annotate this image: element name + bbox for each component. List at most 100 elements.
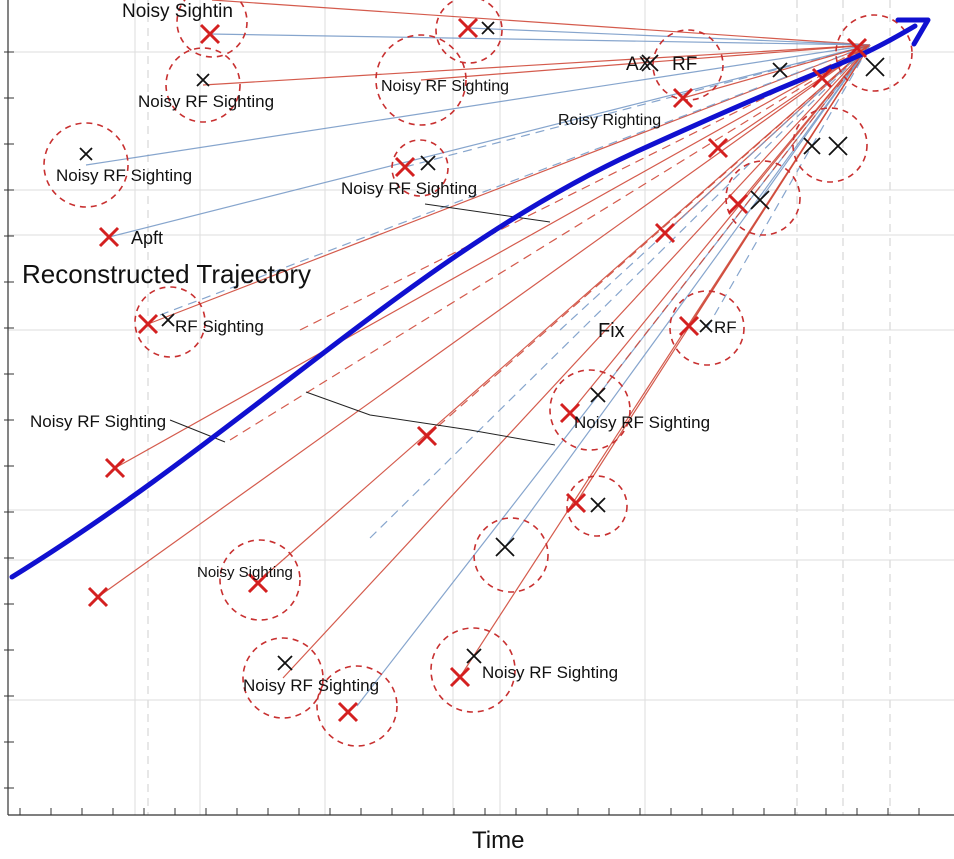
black-x-icon — [803, 137, 821, 155]
black-x-icon — [196, 73, 210, 87]
sighting-label: Noisy Sighting — [197, 564, 293, 581]
ray-line — [468, 27, 871, 46]
arrowhead-icon — [895, 17, 931, 47]
red-x-icon — [87, 586, 109, 608]
uncertainty-circle — [566, 475, 628, 537]
sighting-label: Noisy RF Sighting — [138, 92, 274, 111]
ray-line — [282, 44, 871, 679]
sighting-label: Noisy RF Sighting — [243, 676, 379, 695]
ray-line — [202, 44, 871, 86]
leader-line — [424, 203, 551, 223]
sighting-label: Fix — [598, 320, 625, 342]
ray-line — [404, 44, 871, 168]
black-x-icon — [161, 313, 175, 327]
sighting-label: Roisy Righting — [558, 112, 661, 129]
uncertainty-circle — [134, 286, 206, 358]
leader-line — [305, 391, 556, 446]
ray-line — [759, 44, 871, 201]
trajectory-label: Reconstructed Trajectory — [22, 259, 311, 289]
sighting-label: RF Sighting — [175, 317, 264, 336]
ray-line — [688, 44, 871, 327]
sighting-label: Apft — [131, 228, 163, 248]
red-x-icon — [337, 701, 359, 723]
red-x-icon — [449, 666, 471, 688]
uncertainty-circle — [43, 122, 129, 208]
uncertainty-circle — [242, 637, 324, 719]
rays — [85, 0, 871, 707]
ray-line — [108, 44, 871, 238]
black-x-icon — [466, 648, 482, 664]
red-x-icon — [565, 492, 587, 514]
ray-line — [259, 44, 871, 581]
black-x-icon — [865, 57, 885, 77]
ray-line — [229, 44, 871, 441]
black-x-icon — [495, 537, 515, 557]
uncertainty-circle — [792, 107, 868, 183]
ray-line — [97, 44, 871, 598]
black-x-icon — [699, 319, 713, 333]
ray-line — [706, 44, 871, 329]
ray-line — [664, 44, 871, 234]
sighting-label: Noisy RF Sighting — [381, 78, 509, 95]
uncertainty-circle — [835, 14, 913, 92]
red-x-icon — [672, 87, 694, 109]
uncertainty-circle — [435, 0, 503, 64]
black-x-icon — [828, 136, 848, 156]
black-x-icon — [590, 387, 606, 403]
red-x-icon — [727, 193, 749, 215]
black-x-icon — [772, 62, 788, 78]
labels: Noisy Sightin Noisy RF Sighting Noisy RF S… — [30, 1, 737, 695]
sighting-label: Noisy RF Sighting — [574, 413, 710, 432]
uncertainty-circle — [669, 290, 745, 366]
uncertainty-circle — [391, 139, 449, 197]
uncertainty-circle — [316, 665, 398, 747]
black-x-icon — [641, 54, 659, 72]
uncertainty-circle — [473, 517, 549, 593]
red-x-icon — [104, 457, 126, 479]
black-x-icon — [277, 655, 293, 671]
x-axis-label: Time — [472, 827, 524, 854]
sighting-label: Noisy Sightin — [122, 1, 233, 22]
black-x-icon — [79, 147, 93, 161]
ray-line — [559, 44, 871, 331]
uncertainty-circle — [176, 0, 248, 58]
ray-line — [114, 44, 871, 469]
red-x-icon — [811, 67, 833, 89]
sighting-label: Noisy RF Sighting — [482, 663, 618, 682]
ray-line — [426, 44, 871, 437]
reconstructed-trajectory — [9, 17, 931, 580]
black-x-icon — [590, 497, 606, 513]
uncertainty-circle — [430, 627, 516, 713]
uncertainty-circle — [652, 29, 724, 101]
trajectory-path — [9, 23, 918, 580]
red-x-icon — [416, 425, 438, 447]
grid — [8, 0, 954, 815]
ray-line — [85, 44, 871, 166]
ray-line — [737, 44, 871, 205]
red-x-icon — [654, 222, 676, 244]
uncertainty-circle — [375, 34, 467, 126]
ray-line — [369, 44, 871, 539]
red-x-icon — [137, 313, 159, 335]
red-x-icon — [247, 572, 269, 594]
red-x-icon — [394, 156, 416, 178]
markers — [79, 17, 885, 723]
uncertainty-circles — [43, 0, 913, 747]
black-x-icon — [750, 190, 770, 210]
sighting-label: RF — [714, 318, 737, 337]
black-x-icon — [420, 155, 436, 171]
sighting-label: Noisy RF Sighting — [30, 412, 166, 431]
sighting-label: Noisy RF Sighting — [341, 179, 477, 198]
red-x-icon — [678, 315, 700, 337]
axes — [4, 0, 954, 816]
red-x-icon — [98, 226, 120, 248]
ray-line — [420, 44, 871, 81]
ray-line — [147, 44, 871, 325]
red-x-icon — [559, 402, 581, 424]
ray-line — [209, 33, 871, 46]
ray-line — [159, 44, 871, 316]
ray-line — [569, 44, 871, 414]
uncertainty-circle — [219, 539, 301, 621]
uncertainty-circle — [165, 47, 241, 123]
